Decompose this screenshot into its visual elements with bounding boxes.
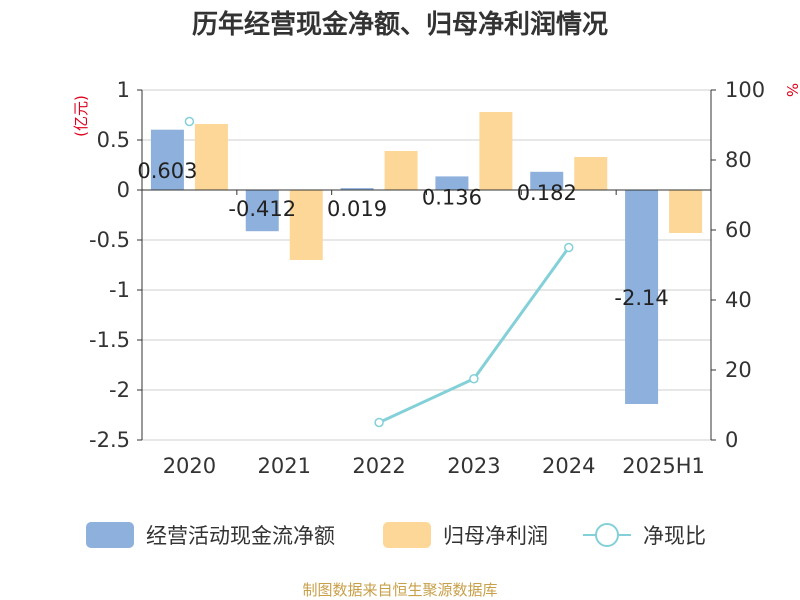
legend-item-1: 归母净利润 xyxy=(383,522,548,548)
x-tick-label-2024: 2024 xyxy=(542,454,595,478)
bar-1-2024 xyxy=(574,157,608,190)
right-tick-label-5: 0 xyxy=(725,428,738,452)
data-label-2024: 0.182 xyxy=(517,181,577,205)
x-tick-label-2023: 2023 xyxy=(447,454,500,478)
legend-label-0: 经营活动现金流净额 xyxy=(146,524,335,548)
legend-item-2: 净现比 xyxy=(583,523,706,548)
bar-0-2021 xyxy=(245,190,279,232)
data-label-2022: 0.019 xyxy=(327,197,387,221)
x-tick-label-2025H1: 2025H1 xyxy=(622,454,705,478)
x-tick-label-2022: 2022 xyxy=(352,454,405,478)
bar-1-2021 xyxy=(289,190,323,260)
bar-0-2023 xyxy=(435,176,469,190)
bar-0-2020 xyxy=(150,129,184,190)
bar-1-2020 xyxy=(194,124,228,190)
line-series xyxy=(184,116,574,428)
gridlines xyxy=(142,89,711,441)
source-note: 制图数据来自恒生聚源数据库 xyxy=(302,581,497,599)
right-tick-label-0: 100 xyxy=(725,78,765,102)
legend-swatch-1 xyxy=(383,522,431,548)
left-tick-label-3: -0.5 xyxy=(89,228,130,252)
bar-1-2022 xyxy=(384,151,418,190)
left-tick-label-2: 0 xyxy=(117,178,130,202)
left-tick-label-7: -2.5 xyxy=(89,428,130,452)
right-tick-label-1: 80 xyxy=(725,148,752,172)
bar-1-2023 xyxy=(479,112,513,190)
data-label-2021: -0.412 xyxy=(228,197,296,221)
line-point-2023 xyxy=(469,374,479,384)
data-labels: 0.603 -0.412 0.019 0.136 0.182 -2.14 xyxy=(137,159,668,310)
line-segment-1 xyxy=(378,246,570,424)
data-label-2025H1: -2.14 xyxy=(614,286,668,310)
right-tick-label-4: 20 xyxy=(725,358,752,382)
bar-0-2022 xyxy=(340,188,374,190)
legend-label-1: 归母净利润 xyxy=(443,524,548,548)
data-label-2020: 0.603 xyxy=(137,159,197,183)
left-tick-label-5: -1.5 xyxy=(89,328,130,352)
data-label-2023: 0.136 xyxy=(422,185,482,209)
legend: 经营活动现金流净额 归母净利润 净现比 xyxy=(86,522,706,548)
left-tick-label-4: -1 xyxy=(109,278,130,302)
x-tick-label-2020: 2020 xyxy=(163,454,216,478)
axes xyxy=(137,89,716,441)
line-point-2020 xyxy=(184,116,195,127)
legend-swatch-0 xyxy=(86,522,134,548)
left-axis-unit: (亿元) xyxy=(72,95,90,137)
x-tick-label-2021: 2021 xyxy=(258,454,311,478)
left-tick-label-6: -2 xyxy=(109,378,130,402)
legend-label-2: 净现比 xyxy=(643,524,706,548)
left-tick-label-1: 0.5 xyxy=(97,128,130,152)
bar-1-2025H1 xyxy=(669,190,703,233)
legend-marker-2 xyxy=(595,523,619,547)
chart-title: 历年经营现金净额、归母净利润情况 xyxy=(192,9,608,40)
right-tick-label-2: 60 xyxy=(725,218,752,242)
legend-item-0: 经营活动现金流净额 xyxy=(86,522,335,548)
right-axis-unit: % xyxy=(783,83,800,97)
line-point-2024 xyxy=(564,242,574,253)
right-tick-label-3: 40 xyxy=(725,288,752,312)
tick-labels: 1 0.5 0 -0.5 -1 -1.5 -2 -2.5 100 80 60 40 20 0 2020 202… xyxy=(89,78,765,478)
bar-0-2024 xyxy=(530,171,564,190)
bar-0-2025H1 xyxy=(625,190,659,404)
line-point-2022 xyxy=(374,417,384,428)
bar-series xyxy=(150,112,703,404)
left-tick-label-0: 1 xyxy=(117,78,130,102)
